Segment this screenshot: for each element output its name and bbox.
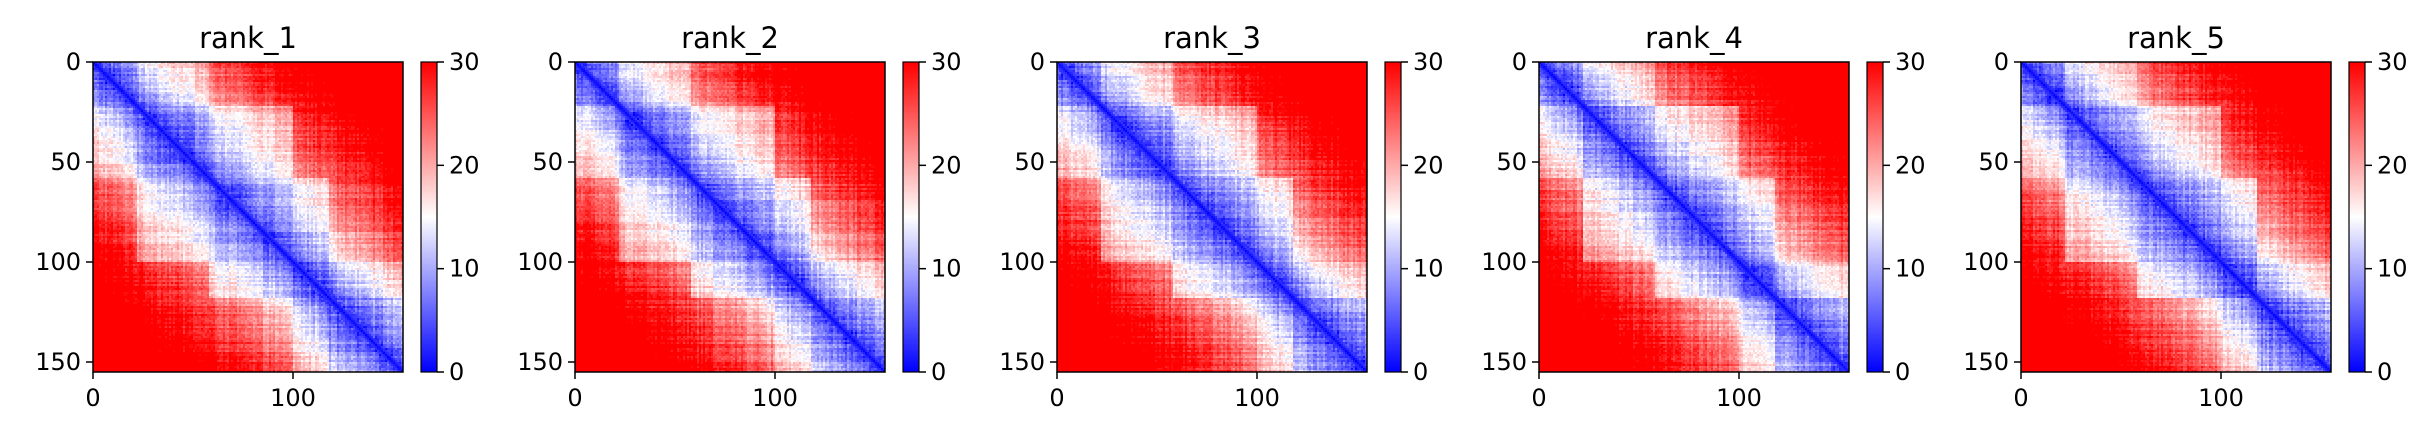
heatmap-frame xyxy=(2020,61,2332,373)
panel-title: rank_1 xyxy=(199,21,297,55)
x-tick-label: 100 xyxy=(2198,384,2244,412)
x-tick-label: 100 xyxy=(752,384,798,412)
heatmap-image xyxy=(1057,62,1367,372)
colorbar xyxy=(1385,62,1401,372)
y-tick-label: 150 xyxy=(1481,348,1527,376)
colorbar-frame xyxy=(1384,61,1402,373)
y-tick-label: 100 xyxy=(999,248,1045,276)
y-tick-label: 150 xyxy=(999,348,1045,376)
colorbar-tick-label: 30 xyxy=(449,48,480,76)
colorbar-tick-label: 10 xyxy=(931,255,962,283)
colorbar-tick-label: 0 xyxy=(931,358,946,386)
x-tick-label: 0 xyxy=(2013,384,2028,412)
y-tick-label: 100 xyxy=(1481,248,1527,276)
y-tick-label: 50 xyxy=(1014,148,1045,176)
heatmap-frame xyxy=(1538,61,1850,373)
y-tick-label: 150 xyxy=(1963,348,2009,376)
x-tick-label: 0 xyxy=(85,384,100,412)
y-tick-label: 50 xyxy=(1978,148,2009,176)
colorbar-frame xyxy=(420,61,438,373)
colorbar-tick-label: 30 xyxy=(931,48,962,76)
colorbar-tick-label: 30 xyxy=(2377,48,2408,76)
colorbar xyxy=(903,62,919,372)
heatmap-frame xyxy=(574,61,886,373)
panel-title: rank_5 xyxy=(2127,21,2225,55)
y-tick-label: 50 xyxy=(1496,148,1527,176)
colorbar-tick-label: 0 xyxy=(2377,358,2392,386)
colorbar-tick-label: 20 xyxy=(2377,151,2408,179)
colorbar xyxy=(421,62,437,372)
y-tick-label: 100 xyxy=(35,248,81,276)
colorbar-tick-label: 10 xyxy=(1413,255,1444,283)
panel-title: rank_2 xyxy=(681,21,779,55)
colorbar-tick-label: 20 xyxy=(1413,151,1444,179)
colorbar-tick-label: 0 xyxy=(1413,358,1428,386)
x-tick-label: 100 xyxy=(270,384,316,412)
panel-title: rank_4 xyxy=(1645,21,1743,55)
x-tick-label: 0 xyxy=(1531,384,1546,412)
heatmap-image xyxy=(2021,62,2331,372)
y-tick-label: 100 xyxy=(517,248,563,276)
colorbar-tick-label: 10 xyxy=(1895,255,1926,283)
x-tick-label: 100 xyxy=(1716,384,1762,412)
y-tick-label: 100 xyxy=(1963,248,2009,276)
y-tick-label: 0 xyxy=(548,48,563,76)
y-tick-label: 150 xyxy=(517,348,563,376)
colorbar-frame xyxy=(1866,61,1884,373)
y-tick-label: 50 xyxy=(50,148,81,176)
panel-title: rank_3 xyxy=(1163,21,1261,55)
y-tick-label: 0 xyxy=(1512,48,1527,76)
colorbar-tick-label: 20 xyxy=(1895,151,1926,179)
colorbar-tick-label: 30 xyxy=(1413,48,1444,76)
colorbar-frame xyxy=(2348,61,2366,373)
colorbar-tick-label: 10 xyxy=(2377,255,2408,283)
heatmap-image xyxy=(1539,62,1849,372)
y-tick-label: 0 xyxy=(1030,48,1045,76)
colorbar-tick-label: 0 xyxy=(449,358,464,386)
colorbar-tick-label: 20 xyxy=(449,151,480,179)
colorbar-tick-label: 30 xyxy=(1895,48,1926,76)
x-tick-label: 100 xyxy=(1234,384,1280,412)
colorbar xyxy=(1867,62,1883,372)
heatmap-frame xyxy=(92,61,404,373)
x-tick-label: 0 xyxy=(567,384,582,412)
x-tick-label: 0 xyxy=(1049,384,1064,412)
colorbar-tick-label: 0 xyxy=(1895,358,1910,386)
y-tick-label: 50 xyxy=(532,148,563,176)
colorbar xyxy=(2349,62,2365,372)
colorbar-tick-label: 20 xyxy=(931,151,962,179)
colorbar-tick-label: 10 xyxy=(449,255,480,283)
heatmap-frame xyxy=(1056,61,1368,373)
heatmap-image xyxy=(575,62,885,372)
colorbar-frame xyxy=(902,61,920,373)
y-tick-label: 150 xyxy=(35,348,81,376)
heatmap-image xyxy=(93,62,403,372)
y-tick-label: 0 xyxy=(66,48,81,76)
y-tick-label: 0 xyxy=(1994,48,2009,76)
